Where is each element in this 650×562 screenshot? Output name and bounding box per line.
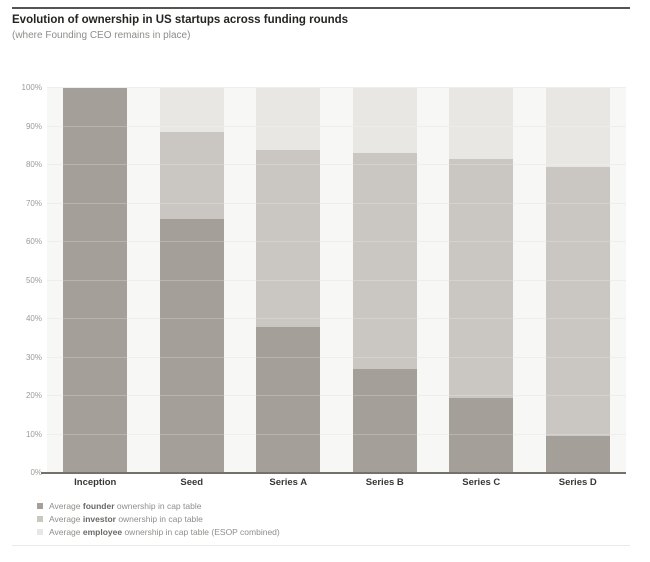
stacked-bar [159, 88, 224, 473]
legend-label: Average founder ownership in cap table [49, 500, 202, 511]
x-axis: Inception Seed Series A Series B Series C Ser… [47, 477, 626, 488]
x-axis-baseline [41, 472, 626, 474]
gridline-overlay [47, 395, 626, 396]
gridline [47, 125, 626, 127]
y-axis: 0% 10% 20% 30% 40% 50% 60% 70% 80% 90% 100% [0, 84, 44, 477]
gridline-overlay [47, 318, 626, 319]
bar-segment-employee [352, 88, 417, 154]
x-tick-label: Series B [365, 477, 404, 488]
bottom-divider [12, 545, 630, 546]
bar-segment-founder [449, 397, 514, 473]
gridline [47, 356, 626, 358]
chart-title: Evolution of ownership in US startups ac… [12, 14, 349, 26]
gridline [47, 433, 626, 435]
legend: Average founder ownership in cap table Av… [37, 499, 280, 538]
chart-subtitle: (where Founding CEO remains in place) [12, 30, 191, 41]
bar-column-series-b [337, 88, 434, 473]
bar-column-series-a [240, 88, 337, 473]
y-tick-label: 10% [25, 429, 42, 439]
legend-label: Average employee ownership in cap table … [49, 526, 280, 537]
y-tick-label: 20% [25, 391, 42, 400]
gridline [47, 279, 626, 281]
y-tick-label: 30% [25, 352, 42, 362]
y-tick-label: 0% [30, 468, 42, 477]
x-tick-label: Seed [180, 477, 204, 488]
gridline-overlay [47, 125, 626, 127]
bar-column-series-d [530, 88, 627, 473]
y-tick-label: 40% [25, 314, 42, 323]
bar-segment-employee [545, 88, 610, 167]
gridline [47, 164, 626, 165]
gridline [47, 395, 626, 396]
bar-segment-founder [256, 326, 321, 473]
gridline [47, 202, 626, 204]
plot-area [41, 87, 626, 474]
bar-segment-employee [256, 88, 321, 150]
bar-columns [47, 88, 626, 473]
stacked-bar [449, 88, 514, 473]
y-tick-label: 70% [25, 198, 42, 208]
bar-segment-founder [159, 218, 224, 473]
gridline-overlay [47, 87, 626, 88]
gridline-overlay [47, 279, 626, 281]
gridline-overlay [47, 164, 626, 165]
legend-item-employee: Average employee ownership in cap table … [37, 525, 280, 538]
founder-swatch-icon [37, 502, 43, 509]
investor-swatch-icon [37, 515, 43, 522]
gridline [47, 87, 626, 88]
legend-item-founder: Average founder ownership in cap table [37, 499, 280, 512]
legend-label: Average investor ownership in cap table [49, 513, 203, 524]
bar-segment-investor [159, 132, 224, 219]
y-tick-label: 80% [25, 160, 42, 169]
bar-segment-investor [352, 153, 417, 370]
bar-segment-investor [256, 149, 321, 327]
stacked-bar [63, 88, 128, 473]
bar-column-seed [144, 88, 241, 473]
x-tick-label: Series D [558, 477, 597, 488]
bar-column-series-c [433, 88, 530, 473]
gridline-overlay [47, 356, 626, 358]
top-divider [12, 7, 630, 9]
bar-segment-founder [545, 436, 610, 473]
legend-item-investor: Average investor ownership in cap table [37, 512, 280, 525]
y-tick-label: 60% [25, 237, 42, 246]
gridline-overlay [47, 433, 626, 435]
employee-swatch-icon [37, 528, 43, 535]
bar-segment-founder [352, 369, 417, 473]
gridline [47, 318, 626, 319]
stacked-bar [256, 88, 321, 473]
bar-segment-employee [159, 88, 224, 133]
x-tick-label: Series A [269, 477, 308, 488]
bar-segment-investor [449, 159, 514, 398]
gridline-overlay [47, 202, 626, 204]
bar-segment-employee [449, 88, 514, 160]
gridline [47, 241, 626, 242]
y-tick-label: 50% [25, 275, 42, 285]
y-tick-label: 90% [25, 121, 42, 131]
gridline-overlay [47, 241, 626, 242]
bar-segment-investor [545, 166, 610, 437]
stacked-bar [545, 88, 610, 473]
x-tick-label: Series C [462, 477, 501, 488]
stacked-bar [352, 88, 417, 473]
bar-column-inception [47, 88, 144, 473]
bar-segment-founder [63, 88, 128, 473]
x-tick-label: Inception [74, 477, 117, 488]
y-tick-label: 100% [21, 83, 42, 92]
